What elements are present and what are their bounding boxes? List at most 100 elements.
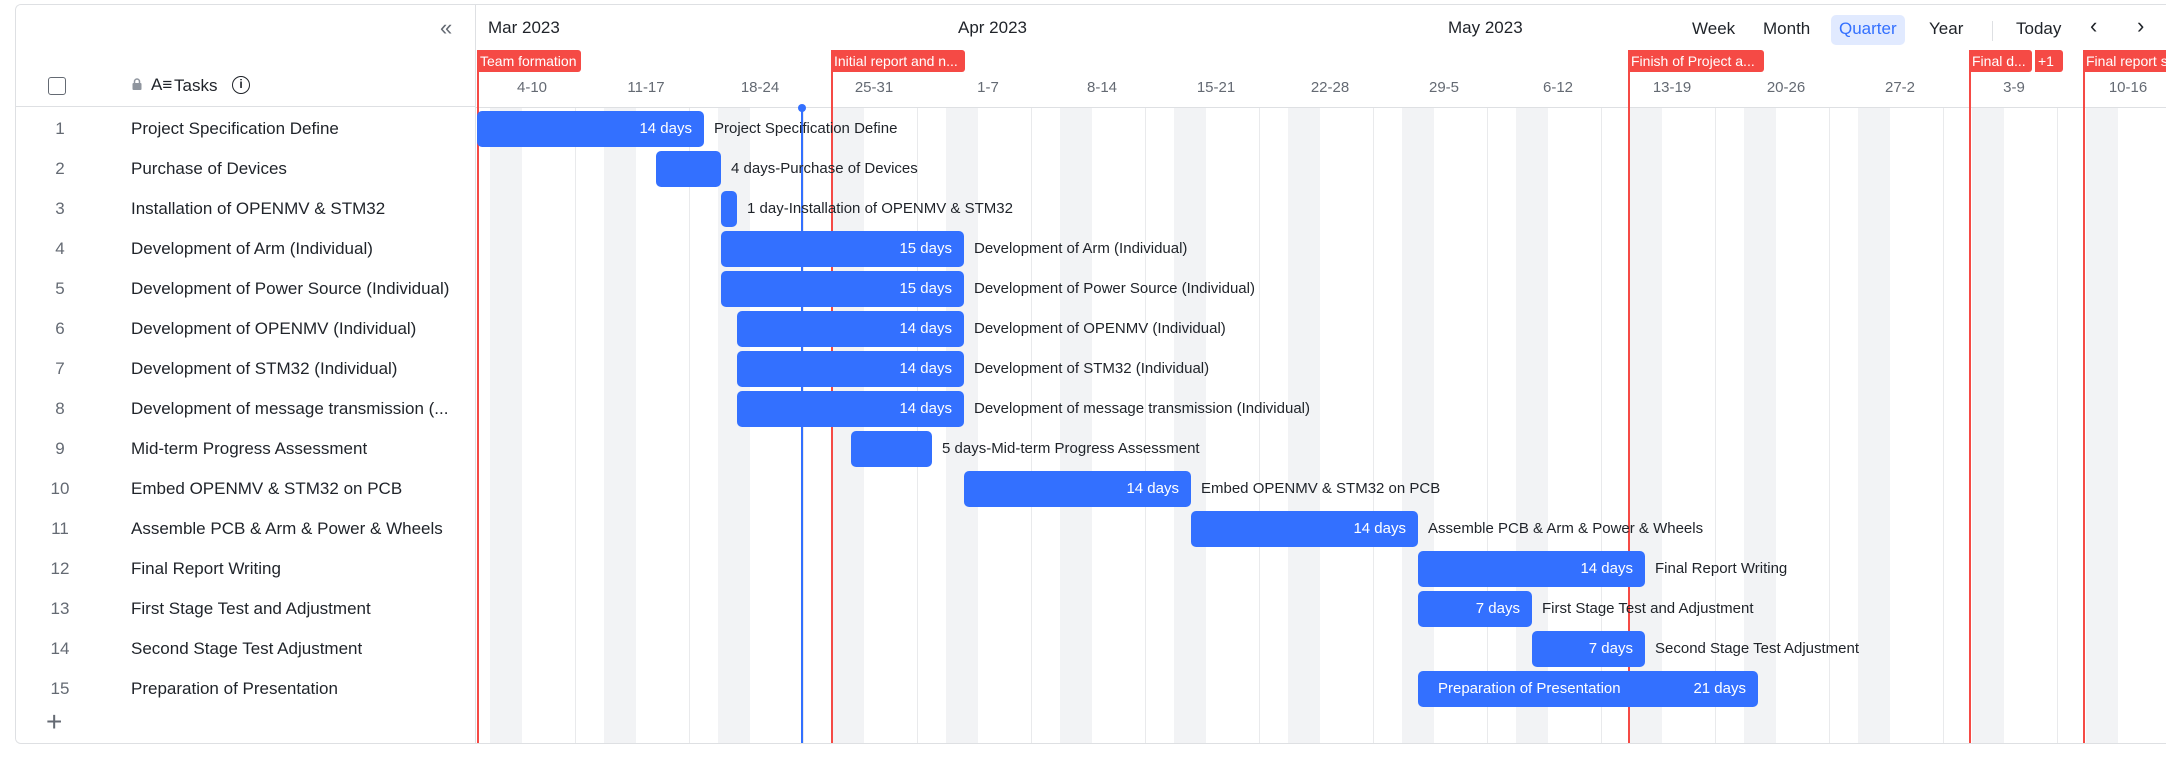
- task-name[interactable]: Installation of OPENMV & STM32: [131, 199, 386, 218]
- week-separator: [1829, 108, 1830, 743]
- task-name[interactable]: Second Stage Test Adjustment: [131, 639, 363, 658]
- weekend-column: [2086, 108, 2118, 743]
- bar-label: 1 day-Installation of OPENMV & STM32: [747, 200, 1013, 217]
- task-row[interactable]: 10 Embed OPENMV & STM32 on PCB: [16, 469, 476, 509]
- milestone-flag[interactable]: Final report s: [2083, 50, 2166, 72]
- timeline-area[interactable]: Mar 2023 Apr 2023 May 2023 4-10 11-17 18-2…: [476, 5, 2166, 743]
- task-name[interactable]: Purchase of Devices: [131, 159, 287, 178]
- task-bar[interactable]: 14 days: [737, 311, 964, 347]
- bar-label: Development of message transmission (Ind…: [974, 400, 1310, 417]
- task-bar[interactable]: 14 days: [964, 471, 1191, 507]
- task-list-panel: « A≡ Tasks i 1 Project Specification Defi…: [16, 5, 476, 743]
- milestone-flag[interactable]: Final d...: [1969, 50, 2032, 72]
- task-bar[interactable]: 14 days: [1191, 511, 1418, 547]
- task-name[interactable]: Development of OPENMV (Individual): [131, 319, 417, 338]
- milestone-flag[interactable]: Finish of Project a...: [1628, 50, 1764, 72]
- bar-duration: 14 days: [899, 400, 952, 417]
- milestone-flag[interactable]: Team formation: [477, 50, 581, 72]
- row-number: 1: [55, 119, 65, 138]
- row-number: 10: [50, 479, 70, 498]
- bar-label: Assemble PCB & Arm & Power & Wheels: [1428, 520, 1704, 537]
- task-bar[interactable]: 15 days: [721, 231, 964, 267]
- task-row[interactable]: 9 Mid-term Progress Assessment: [16, 429, 476, 469]
- tasks-column-title[interactable]: Tasks: [174, 76, 218, 95]
- task-name[interactable]: First Stage Test and Adjustment: [131, 599, 371, 618]
- task-name[interactable]: Development of Power Source (Individual): [131, 279, 450, 298]
- bar-duration: 7 days: [1588, 640, 1633, 657]
- bar-label: Second Stage Test Adjustment: [1655, 640, 1860, 657]
- task-name[interactable]: Mid-term Progress Assessment: [131, 439, 368, 458]
- milestone-flag[interactable]: +1: [2035, 50, 2063, 72]
- bar-duration: 14 days: [1353, 520, 1406, 537]
- milestone-flag[interactable]: Initial report and n...: [831, 50, 965, 72]
- task-name[interactable]: Preparation of Presentation: [131, 679, 338, 698]
- weekend-column: [1060, 108, 1092, 743]
- milestone-line: [2083, 51, 2085, 743]
- task-row[interactable]: 11 Assemble PCB & Arm & Power & Wheels: [16, 509, 476, 549]
- task-bar[interactable]: 7 days: [1418, 591, 1532, 627]
- lock-icon: [132, 78, 142, 90]
- task-bar[interactable]: 14 days: [1418, 551, 1645, 587]
- row-number: 15: [50, 679, 70, 698]
- task-row[interactable]: 2 Purchase of Devices: [16, 149, 476, 189]
- task-row[interactable]: 3 Installation of OPENMV & STM32: [16, 189, 476, 229]
- task-row[interactable]: 7 Development of STM32 (Individual): [16, 349, 476, 389]
- view-month-button[interactable]: Month: [1763, 19, 1811, 38]
- task-bar[interactable]: [721, 191, 737, 227]
- task-row[interactable]: 13 First Stage Test and Adjustment: [16, 589, 476, 629]
- previous-period-icon[interactable]: ‹: [2090, 13, 2098, 38]
- view-year-button[interactable]: Year: [1929, 19, 1964, 38]
- bar-duration: 14 days: [1126, 480, 1179, 497]
- task-name[interactable]: Final Report Writing: [131, 559, 281, 578]
- task-name[interactable]: Development of message transmission (...: [131, 399, 449, 418]
- month-label: Apr 2023: [958, 18, 1027, 37]
- task-name[interactable]: Assemble PCB & Arm & Power & Wheels: [131, 519, 443, 538]
- task-bar[interactable]: 14 days: [737, 351, 964, 387]
- task-bar[interactable]: [656, 151, 721, 187]
- bar-task-name: Preparation of Presentation: [1438, 680, 1621, 697]
- task-bar[interactable]: [851, 431, 932, 467]
- add-task-icon[interactable]: +: [46, 706, 63, 737]
- next-period-icon[interactable]: ›: [2137, 13, 2145, 38]
- task-bar[interactable]: 14 days: [737, 391, 964, 427]
- today-marker-dot: [798, 104, 806, 112]
- milestone-line: [477, 51, 479, 743]
- task-name[interactable]: Embed OPENMV & STM32 on PCB: [131, 479, 403, 498]
- task-row[interactable]: 14 Second Stage Test Adjustment: [16, 629, 476, 669]
- task-bar[interactable]: 14 days: [477, 111, 704, 147]
- gantt-view: « A≡ Tasks i 1 Project Specification Defi…: [15, 4, 2166, 744]
- task-row[interactable]: 8 Development of message transmission (..…: [16, 389, 476, 429]
- info-icon[interactable]: i: [232, 76, 250, 94]
- week-label: 27-2: [1884, 79, 1916, 96]
- task-bar[interactable]: Preparation of Presentation 21 days: [1418, 671, 1758, 707]
- task-name[interactable]: Development of STM32 (Individual): [131, 359, 398, 378]
- task-row[interactable]: 1 Project Specification Define: [16, 109, 476, 149]
- select-all-checkbox[interactable]: [48, 77, 66, 95]
- task-row[interactable]: 5 Development of Power Source (Individual…: [16, 269, 476, 309]
- view-quarter-button[interactable]: Quarter: [1831, 15, 1905, 45]
- view-week-button[interactable]: Week: [1692, 19, 1736, 38]
- task-row[interactable]: 6 Development of OPENMV (Individual): [16, 309, 476, 349]
- collapse-panel-icon[interactable]: «: [440, 15, 453, 40]
- row-number: 5: [55, 279, 65, 298]
- milestone-line: [1628, 51, 1630, 743]
- task-row[interactable]: 12 Final Report Writing: [16, 549, 476, 589]
- today-button[interactable]: Today: [2016, 19, 2062, 38]
- week-separator: [1715, 108, 1716, 743]
- weekend-column: [1972, 108, 2004, 743]
- task-bar[interactable]: 7 days: [1532, 631, 1645, 667]
- task-name[interactable]: Project Specification Define: [131, 119, 339, 138]
- bar-label: Project Specification Define: [714, 120, 898, 137]
- row-number: 11: [51, 519, 69, 538]
- row-number: 13: [50, 599, 70, 618]
- task-row[interactable]: 4 Development of Arm (Individual): [16, 229, 476, 269]
- task-name[interactable]: Development of Arm (Individual): [131, 239, 373, 258]
- text-field-icon: A≡: [151, 75, 173, 94]
- task-bar[interactable]: 15 days: [721, 271, 964, 307]
- row-number: 8: [55, 399, 65, 418]
- week-label: 6-12: [1542, 79, 1574, 96]
- week-separator: [689, 108, 690, 743]
- task-row[interactable]: 15 Preparation of Presentation: [16, 669, 476, 709]
- week-label: 8-14: [1086, 79, 1118, 96]
- week-separator: [1943, 108, 1944, 743]
